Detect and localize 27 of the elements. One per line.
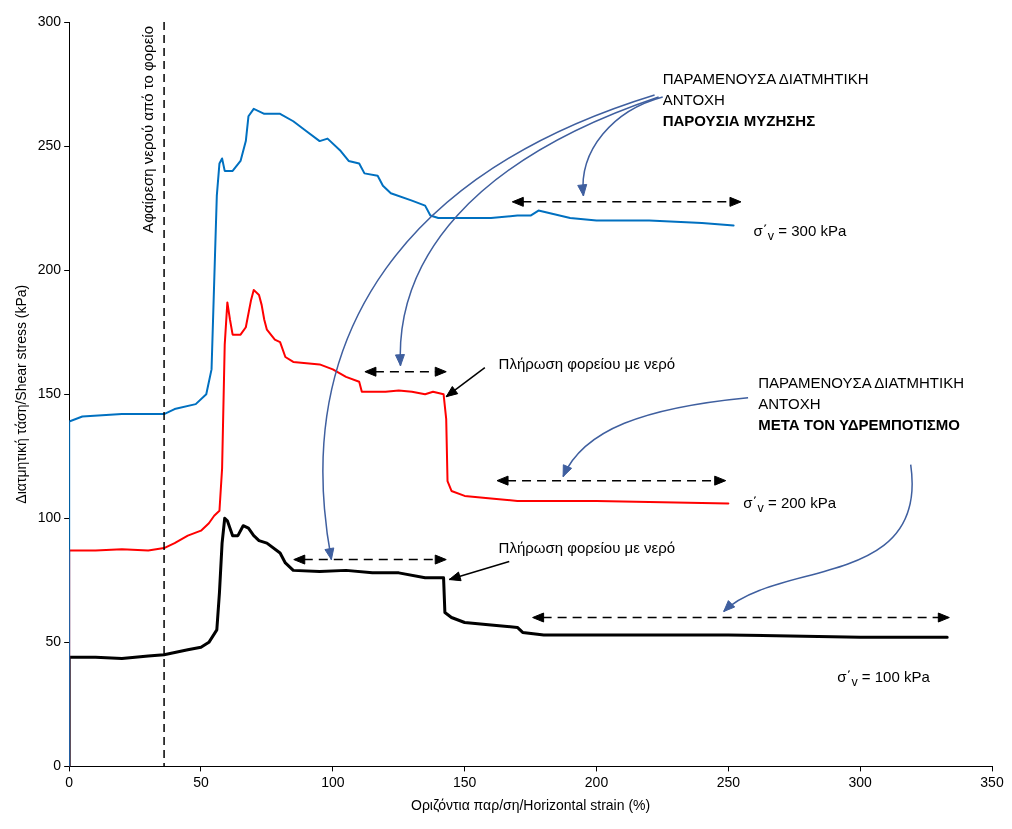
y-tick-label: 250 [37, 136, 62, 153]
y-tick-label: 150 [37, 385, 62, 402]
x-tick-label: 50 [193, 773, 209, 790]
x-tick-label: 150 [452, 773, 477, 790]
y-tick-label: 100 [37, 509, 62, 526]
x-tick-label: 0 [65, 773, 74, 790]
annotation: Πλήρωση φορείου με νερό [498, 354, 676, 375]
annotation: ΠΑΡΑΜΕΝΟΥΣΑ ΔΙΑΤΜΗΤΙΚΗ ΑΝΤΟΧΗ [662, 68, 870, 110]
annotation: ΠΑΡΟΥΣΙΑ ΜΥΖΗΣΗΣ [662, 110, 817, 131]
text: σ΄$_{v}$ = 100 kPa [837, 667, 930, 692]
annotation: ΠΑΡΑΜΕΝΟΥΣΑ ΔΙΑΤΜΗΤΙΚΗ ΑΝΤΟΧΗ [758, 372, 965, 414]
y-tick-label: 50 [45, 633, 62, 650]
annotation: ΜΕΤΑ ΤΟΝ ΥΔΡΕΜΠΟΤΙΣΜΟ [758, 414, 961, 435]
annotation: Πλήρωση φορείου με νερό [498, 537, 676, 558]
y-tick-label: 200 [37, 260, 62, 277]
series-label: σ΄$_{v}$ = 200 kPa [743, 493, 836, 518]
y-tick-label: 0 [53, 757, 62, 774]
y-axis-title: Διατμητική τάση/Shear stress (kPa) [13, 284, 30, 504]
x-tick-label: 100 [321, 773, 345, 790]
x-tick-label: 300 [848, 773, 873, 790]
x-tick-label: 250 [716, 773, 741, 790]
series-label: σ΄$_{v}$ = 300 kPa [753, 221, 847, 246]
x-tick-label: 350 [980, 773, 1004, 790]
x-tick-label: 200 [584, 773, 609, 790]
y-tick-label: 300 [37, 12, 62, 29]
x-axis-title: Οριζόντια παρ/ση/Horizontal strain (%) [411, 797, 651, 814]
ref-line-label: Αφαίρεση νερού από το φορείο [138, 26, 156, 233]
